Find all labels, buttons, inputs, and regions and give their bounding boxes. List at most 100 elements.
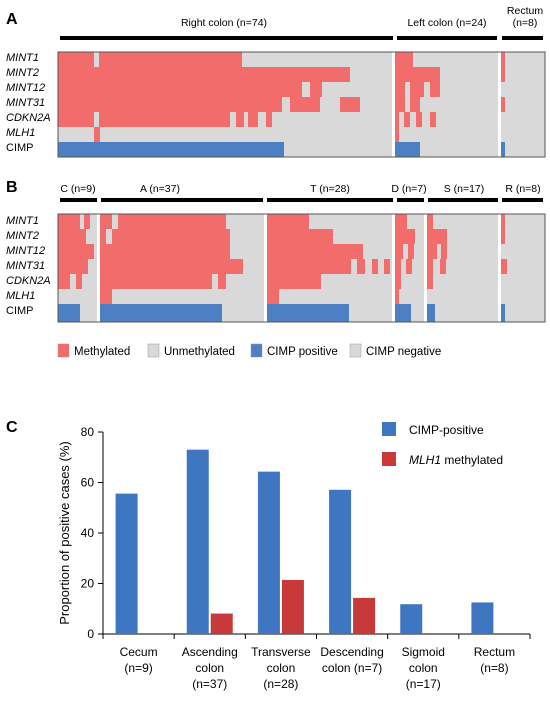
heatmap-a-cell: [94, 127, 100, 142]
heatmap-b-cell: [384, 259, 390, 274]
panel-b-group-label-d: D (n=7): [391, 183, 426, 195]
heatmap-b-separator: [392, 214, 395, 322]
panel-b-heatmap: [57, 213, 546, 323]
heatmap-a-cell: [248, 112, 258, 127]
panel-a-row-label-mint12: MINT12: [6, 82, 45, 94]
heatmap-b-cell: [395, 244, 403, 259]
heatmap-b-cell: [357, 259, 365, 274]
heatmap-b-cell: [427, 274, 433, 289]
panel-a-row-label-mint2: MINT2: [6, 67, 39, 79]
x-category-label: colon: [409, 661, 438, 675]
heatmap-a-cell: [99, 112, 230, 127]
legend-label-unmethylated: Unmethylated: [164, 346, 235, 358]
panel-b-group-bar-c: [60, 198, 97, 202]
heatmap-b-cell: [395, 214, 407, 229]
x-category-label: (n=9): [124, 661, 152, 675]
panel-a-row-labels: MINT1 MINT2 MINT12 MINT31 CDKN2A MLH1 CI…: [6, 52, 51, 154]
heatmap-b-cell: [427, 214, 433, 229]
panel-b-group-bars: [60, 198, 543, 202]
x-category-label: Descending: [320, 645, 383, 659]
heatmap-b-cell: [427, 244, 437, 259]
heatmap-a-cell: [236, 112, 244, 127]
heatmap-b-cell: [395, 229, 415, 244]
heatmap-b-cell: [267, 229, 333, 244]
heatmap-a-cell: [501, 142, 505, 157]
heatmap-b-cell: [427, 304, 435, 322]
legend-series-label: CIMP-positive: [409, 423, 484, 437]
panel-b-row-labels: MINT1 MINT2 MINT12 MINT31 CDKN2A MLH1 CI…: [6, 215, 51, 317]
heatmap-a-cell: [99, 52, 242, 67]
legend-swatch-mlh1-bar: [382, 452, 396, 466]
heatmap-b-separator: [97, 214, 100, 322]
x-category-label: Transverse: [251, 645, 311, 659]
heatmap-a-cell: [58, 82, 242, 97]
heatmap-a-cell: [58, 112, 94, 127]
heatmap-b-cell: [76, 274, 82, 289]
panel-a-group-label-left-colon: Left colon (n=24): [407, 17, 486, 29]
bar-cimp-positive: [257, 471, 280, 634]
heatmap-a-cell: [242, 82, 302, 97]
heatmap-b-separator: [264, 214, 267, 322]
legend-swatch-cimp-positive: [250, 343, 263, 358]
x-category-label: colon: [195, 661, 224, 675]
legend-label-methylated: Methylated: [74, 346, 130, 358]
x-category-label: (n=28): [263, 677, 298, 691]
panel-c-letter: C: [6, 419, 18, 436]
x-category-label: (n=17): [406, 677, 441, 691]
heatmap-a-cell: [404, 112, 410, 127]
heatmap-a-cell: [395, 52, 413, 67]
heatmap-b-cell: [395, 259, 401, 274]
heatmap-a-cell: [410, 82, 424, 97]
legend-series-label: MLH1 methylated: [409, 453, 503, 467]
bar-cimp-positive: [400, 604, 423, 634]
panel-b-row-label-cdkn2a: CDKN2A: [6, 275, 51, 287]
heatmap-b-cell: [100, 289, 112, 304]
heatmap-b-cell: [501, 259, 507, 274]
panel-a-group-label-rectum-n: (n=8): [513, 17, 538, 29]
x-category-label: colon (n=7): [322, 661, 382, 675]
heatmap-a-cell: [501, 52, 505, 67]
heatmap-b-cell: [372, 259, 378, 274]
heatmap-b-cell: [395, 274, 401, 289]
heatmap-legend: Methylated Unmethylated CIMP positive CI…: [57, 343, 441, 358]
heatmap-b-cell: [118, 214, 226, 229]
panel-b-group-label-s: S (n=17): [444, 183, 485, 195]
legend-label-cimp-negative: CIMP negative: [366, 346, 441, 358]
heatmap-a-cell: [430, 112, 436, 127]
heatmap-a-cell: [395, 142, 420, 157]
panel-a-row-label-cdkn2a: CDKN2A: [6, 112, 51, 124]
heatmap-a-cell: [58, 97, 242, 112]
x-category-label: Sigmoid: [402, 645, 445, 659]
heatmap-b-separator: [498, 214, 501, 322]
panel-a-row-label-mint1: MINT1: [6, 52, 39, 64]
panel-a-group-bar-left-colon: [397, 36, 497, 40]
bar-cimp-positive: [329, 489, 352, 634]
heatmap-b-cell: [501, 229, 505, 244]
heatmap-a-cell: [340, 97, 360, 112]
heatmap-a-cell: [310, 82, 322, 97]
y-tick-label: 20: [81, 577, 95, 591]
x-category-label: (n=37): [192, 677, 227, 691]
heatmap-b-cell: [100, 304, 222, 322]
y-tick-label: 40: [81, 526, 95, 540]
x-category-label: colon: [267, 661, 296, 675]
heatmap-b-separator: [424, 214, 427, 322]
heatmap-b-cell: [58, 274, 70, 289]
panel-a-row-label-mlh1: MLH1: [6, 127, 35, 139]
heatmap-b-cell: [100, 274, 212, 289]
legend-swatch-unmethylated: [147, 343, 160, 358]
heatmap-b-cell: [218, 274, 226, 289]
heatmap-a-cell: [501, 67, 505, 82]
panel-b-group-labels: C (n=9) A (n=37) T (n=28) D (n=7) S (n=1…: [60, 183, 540, 195]
heatmap-a-separator: [392, 52, 395, 157]
panel-a-heatmap: [57, 51, 546, 158]
panel-b-row-label-mint12: MINT12: [6, 245, 45, 257]
panel-b-row-label-mlh1: MLH1: [6, 290, 35, 302]
heatmap-a-cell: [290, 97, 320, 112]
heatmap-a-cell: [395, 82, 405, 97]
heatmap-b-cell: [58, 229, 86, 244]
panel-b-row-label-mint1: MINT1: [6, 215, 39, 227]
heatmap-a-cell: [58, 52, 94, 67]
heatmap-b-cell: [100, 244, 230, 259]
